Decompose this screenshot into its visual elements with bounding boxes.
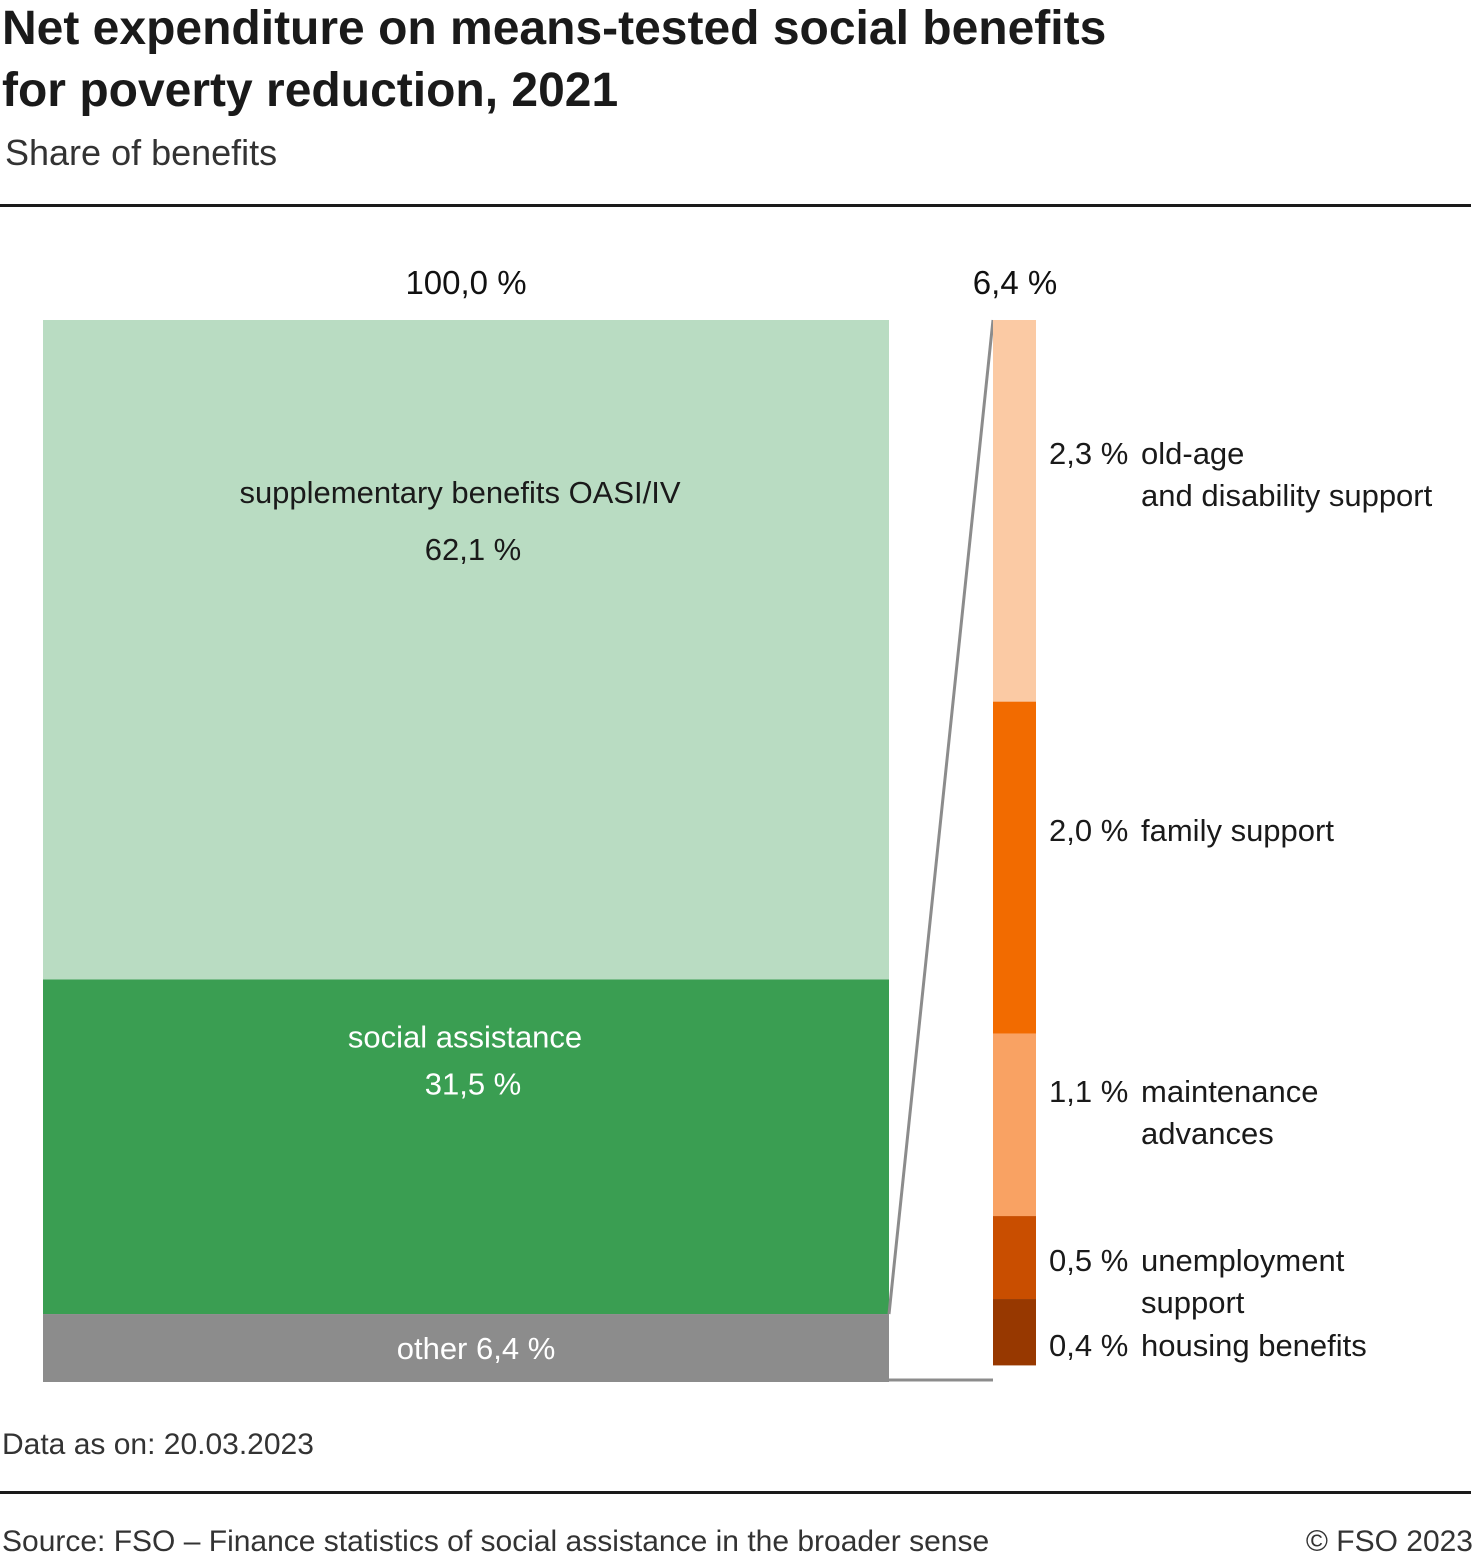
data-date-note: Data as on: 20.03.2023 [2,1428,314,1461]
chart: 100,0 % supplementary benefits OASI/IV 62,… [43,264,1433,1382]
main-bar-segment-other [43,1314,889,1382]
main-bar-segment-supplementary-benefits-oasi-iv [43,320,889,980]
chart-title-line-2: for poverty reduction, 2021 [2,64,619,117]
bottom-divider [0,1491,1471,1494]
chart-title: Net expenditure on means-tested social b… [2,0,1402,122]
main-bar-total-label: 100,0 % [405,264,526,301]
social-assistance-name-label: social assistance [348,1020,582,1055]
breakdown-segment-housing-benefits [993,1299,1036,1366]
breakdown-segment-family-support [993,701,1036,1034]
breakdown-value-label-housing-benefits: 0,4 % [1049,1328,1128,1363]
breakdown-name-label-old-age-and-disability-support-1: old-age [1141,436,1244,471]
breakdown-name-label-unemployment-support-1: unemployment [1141,1243,1345,1278]
breakdown-name-label-housing-benefits-1: housing benefits [1141,1328,1367,1363]
connector-line-top [887,319,995,1315]
chart-title-line-1: Net expenditure on means-tested social b… [2,2,1107,55]
main-segment-value-label: 62,1 % [425,532,522,567]
breakdown-segment-unemployment-support [993,1216,1036,1300]
social-assistance-value-label: 31,5 % [425,1067,522,1102]
other-segment-label: other 6,4 % [397,1331,556,1366]
breakdown-value-label-maintenance-advances: 1,1 % [1049,1074,1128,1109]
breakdown-name-label-old-age-and-disability-support-2: and disability support [1141,478,1433,513]
breakdown-value-label-old-age-and-disability-support: 2,3 % [1049,436,1128,471]
breakdown-bar-total-label: 6,4 % [973,264,1057,301]
source-note: Source: FSO – Finance statistics of soci… [2,1525,990,1558]
breakdown-value-label-unemployment-support: 0,5 % [1049,1243,1128,1278]
main-segment-name-label: supplementary benefits OASI/IV [239,475,680,510]
copyright-note: © FSO 2023 [1305,1525,1473,1558]
chart-subtitle: Share of benefits [5,132,278,173]
main-bar-segment-social-assistance [43,979,889,1315]
breakdown-segment-maintenance-advances [993,1033,1036,1217]
breakdown-value-label-family-support: 2,0 % [1049,813,1128,848]
breakdown-name-label-unemployment-support-2: support [1141,1285,1245,1320]
breakdown-name-label-maintenance-advances-2: advances [1141,1116,1274,1151]
breakdown-segment-old-age-and-disability-support [993,320,1036,702]
breakdown-name-label-maintenance-advances-1: maintenance [1141,1074,1319,1109]
top-divider [0,204,1471,207]
breakdown-name-label-family-support-1: family support [1141,813,1334,848]
